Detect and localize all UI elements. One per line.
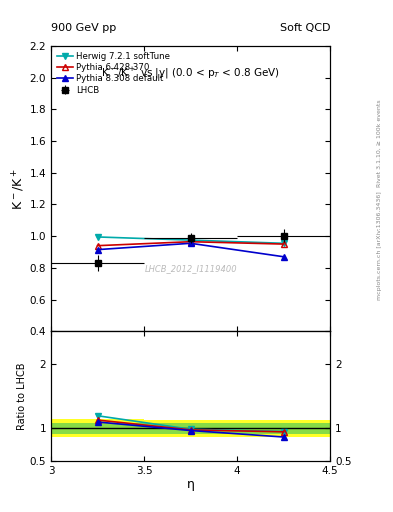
Bar [51,419,144,437]
Y-axis label: Ratio to LHCB: Ratio to LHCB [17,362,27,430]
Herwig 7.2.1 softTune [188,237,193,243]
Herwig 7.2.1 softTune [95,234,100,240]
Text: mcplots.cern.ch [arXiv:1306.3436]: mcplots.cern.ch [arXiv:1306.3436] [377,191,382,300]
Pythia 6.428 370 [281,241,286,247]
Text: LHCB_2012_I1119400: LHCB_2012_I1119400 [144,264,237,273]
Pythia 6.428 370 [188,239,193,245]
Pythia 8.308 default [188,240,193,246]
Line: Herwig 7.2.1 softTune: Herwig 7.2.1 softTune [95,234,286,246]
Text: Rivet 3.1.10, ≥ 100k events: Rivet 3.1.10, ≥ 100k events [377,99,382,187]
Legend: Herwig 7.2.1 softTune, Pythia 6.428 370, Pythia 8.308 default, LHCB: Herwig 7.2.1 softTune, Pythia 6.428 370,… [55,50,172,96]
Text: Soft QCD: Soft QCD [280,23,330,33]
Text: K$^-$/K$^+$ vs |y| (0.0 < p$_T$ < 0.8 GeV): K$^-$/K$^+$ vs |y| (0.0 < p$_T$ < 0.8 Ge… [101,66,280,81]
Pythia 8.308 default [281,253,286,260]
Pythia 6.428 370 [95,243,100,249]
Text: 900 GeV pp: 900 GeV pp [51,23,116,33]
Pythia 8.308 default [95,247,100,253]
Bar [51,423,144,434]
Bar [144,420,237,437]
Herwig 7.2.1 softTune [281,240,286,246]
Bar [144,423,237,434]
Bar [237,420,330,437]
Line: Pythia 8.308 default: Pythia 8.308 default [95,241,286,260]
X-axis label: η: η [187,478,195,492]
Bar [237,423,330,434]
Y-axis label: K$^-$/K$^+$: K$^-$/K$^+$ [11,167,27,209]
Line: Pythia 6.428 370: Pythia 6.428 370 [95,239,286,248]
